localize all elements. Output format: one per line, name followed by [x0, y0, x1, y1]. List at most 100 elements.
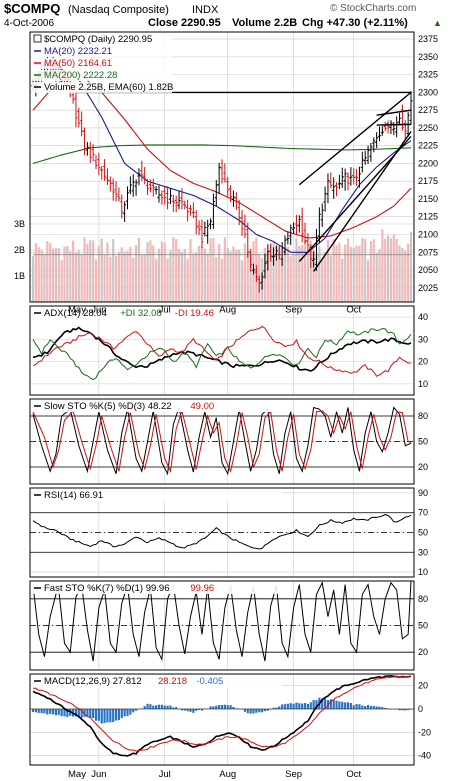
macd-histogram-bar — [126, 709, 129, 717]
y-tick-label: 2375 — [418, 34, 438, 44]
volume-bar — [166, 258, 169, 302]
macd-histogram-bar — [338, 701, 341, 709]
macd-histogram-bar — [243, 709, 247, 712]
y-tick-label: 2075 — [418, 247, 438, 257]
volume-bar — [235, 249, 238, 302]
macd-histogram-bar — [218, 705, 221, 709]
trend-line — [376, 123, 412, 126]
macd-histogram-bar — [106, 709, 109, 723]
legend-label: Volume 2.25B, EMA(60) 1.82B — [44, 82, 173, 93]
macd-histogram-bar — [232, 706, 235, 709]
series-macd-line — [32, 675, 412, 757]
volume-bar — [177, 249, 181, 302]
volume-bar — [315, 254, 318, 302]
macd-histogram-bar — [163, 705, 166, 709]
y-tick-label: 2150 — [418, 194, 438, 204]
volume-bar — [335, 245, 338, 302]
macd-histogram-bar — [369, 705, 373, 709]
macd-histogram-bar — [323, 698, 327, 709]
macd-histogram-bar — [355, 704, 358, 709]
panel-adx: 10 20 30 40 ADX(14) 28.04 +DI 32.08 -DI 19.46 — [29, 305, 428, 396]
volume-bar — [114, 256, 118, 302]
macd-histogram-bar — [114, 709, 118, 721]
y-tick-label: 30 — [418, 547, 428, 557]
legend-bg — [32, 489, 282, 501]
legend-label: MA(20) 2232.21 — [44, 46, 112, 57]
volume-bar — [401, 248, 404, 302]
volume-bar — [71, 240, 75, 302]
legend-bg — [32, 675, 282, 687]
volume-bar — [346, 238, 350, 302]
macd-histogram-bar — [92, 709, 95, 719]
macd-histogram-bar — [197, 709, 201, 710]
macd-histogram-bar — [132, 709, 135, 713]
y-tick-label: 0 — [418, 704, 423, 714]
volume-bar — [200, 246, 204, 302]
macd-histogram-bar — [260, 709, 264, 713]
volume-bar — [384, 238, 387, 302]
month-label: Oct — [346, 769, 361, 780]
legend-bg — [32, 70, 172, 81]
legend-label: +DI 32.08 — [120, 308, 161, 319]
macd-histogram-bar — [272, 707, 275, 709]
macd-histogram-bar — [120, 709, 123, 719]
macd-histogram-bar — [57, 709, 60, 715]
legend-label: MACD(12,26,9) 27.812 — [44, 676, 142, 687]
macd-histogram-bar — [252, 709, 255, 714]
volume-bar — [134, 245, 138, 302]
volume-bar — [349, 246, 352, 302]
legend-label: ADX(14) 28.04 — [44, 308, 107, 319]
month-label: May — [68, 305, 86, 316]
macd-histogram-bar — [157, 704, 161, 709]
volume-bar — [229, 251, 232, 302]
volume-bar — [323, 252, 327, 302]
volume-bar — [386, 235, 390, 302]
trend-line — [298, 91, 412, 186]
macd-histogram-bar — [169, 705, 172, 709]
macd-histogram-bar — [146, 703, 149, 709]
volume-tick-label: 2B — [14, 245, 25, 255]
legend-label: Fast STO %K(7) %D(1) 99.96 — [44, 583, 169, 594]
y-tick-label: -40 — [418, 751, 431, 761]
volume-bar — [298, 245, 301, 302]
legend-bg — [32, 58, 172, 69]
macd-histogram-bar — [361, 705, 364, 709]
month-label: May — [68, 769, 86, 780]
volume-bar — [281, 257, 284, 302]
volume-value: Volume 2.2B — [232, 17, 297, 29]
panel-macd: -40 -20 0 20 MACD(12,26,9) 27.812 28.218 -0.40… — [29, 673, 431, 766]
volume-bar — [146, 242, 149, 302]
macd-histogram-bar — [295, 702, 298, 709]
volume-bar — [106, 242, 109, 302]
volume-bar — [97, 245, 100, 302]
macd-histogram-bar — [381, 707, 384, 709]
macd-histogram-bar — [407, 709, 410, 711]
macd-histogram-bar — [34, 709, 37, 713]
legend-swatch — [33, 34, 42, 43]
macd-histogram-bar — [278, 706, 281, 709]
series-mdi-line — [32, 325, 412, 377]
volume-bar — [92, 240, 95, 302]
macd-histogram-bar — [215, 705, 218, 709]
macd-histogram-bar — [83, 709, 86, 717]
macd-histogram-bar — [77, 709, 80, 717]
volume-bar — [63, 246, 66, 302]
month-label: Sep — [285, 305, 302, 316]
macd-histogram-bar — [186, 709, 189, 712]
volume-bar — [169, 250, 172, 302]
volume-bar — [375, 252, 378, 302]
macd-histogram-bar — [315, 700, 318, 709]
macd-histogram-bar — [289, 703, 292, 709]
volume-bar — [129, 247, 132, 302]
volume-bar — [392, 234, 395, 302]
volume-bar — [295, 238, 298, 302]
macd-histogram-bar — [123, 709, 126, 717]
macd-histogram-bar — [301, 703, 304, 709]
volume-bar — [355, 245, 358, 302]
volume-bar — [292, 254, 295, 302]
volume-bar — [157, 248, 161, 302]
y-tick-label: 20 — [418, 357, 428, 367]
legend-bg — [32, 34, 172, 45]
macd-histogram-bar — [117, 709, 121, 721]
